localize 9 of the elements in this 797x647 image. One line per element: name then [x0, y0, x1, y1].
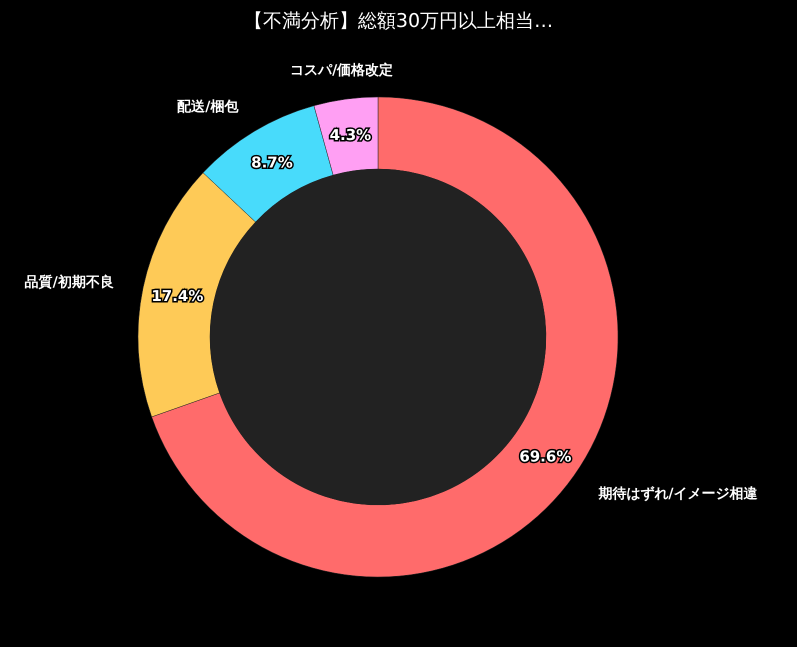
chart-title: 【不満分析】総額30万円以上相当…	[244, 10, 554, 32]
data-label: 4.3%	[330, 126, 372, 144]
data-label: 8.7%	[251, 154, 293, 172]
slice-label: 配送/梱包	[177, 98, 240, 115]
slice-label: 期待はずれ/イメージ相違	[597, 486, 759, 502]
data-label: 69.6%	[519, 447, 572, 466]
slice-label: 品質/初期不良	[24, 273, 114, 290]
slice-label: コスパ/価格改定	[290, 61, 394, 78]
data-label: 17.4%	[151, 286, 204, 305]
